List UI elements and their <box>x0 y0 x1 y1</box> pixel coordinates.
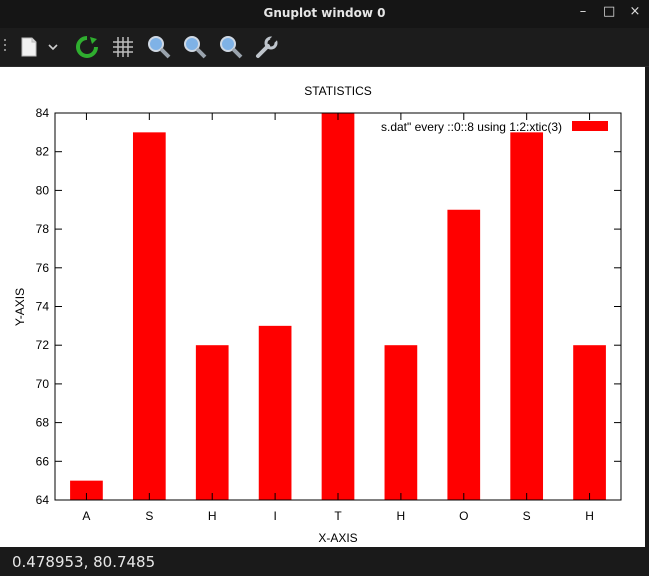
bar-1 <box>132 132 166 500</box>
x-tick-label-4: T <box>334 509 342 523</box>
y-tick-label-7: 78 <box>36 222 50 236</box>
x-tick-label-0: A <box>82 509 90 523</box>
y-tick-label-0: 64 <box>36 493 50 507</box>
y-tick-label-4: 72 <box>36 338 50 352</box>
title-bar: Gnuplot window 0 – □ × <box>0 0 649 28</box>
x-tick-label-6: O <box>459 509 468 523</box>
plot-frame <box>54 112 622 501</box>
bar-0 <box>70 480 103 500</box>
x-tick-label-1: S <box>145 509 153 523</box>
y-tick-label-3: 70 <box>36 377 50 391</box>
zoom-next-icon[interactable] <box>182 34 208 60</box>
y-axis-label: Y-AXIS <box>13 288 27 326</box>
legend-label: s.dat" every ::0::8 using 1:2:xtic(3) <box>381 120 562 134</box>
bar-3 <box>258 325 292 500</box>
zoom-previous-icon[interactable] <box>146 34 172 60</box>
dropdown-icon[interactable] <box>46 34 60 60</box>
copy-clipboard-icon[interactable] <box>16 34 42 60</box>
bar-8 <box>573 345 606 500</box>
right-border <box>645 67 649 547</box>
x-tick-label-5: H <box>397 509 406 523</box>
bar-5 <box>384 345 418 500</box>
x-axis-label: X-AXIS <box>318 531 357 545</box>
bar-chart: STATISTICS 64 66 68 70 72 74 76 78 80 82 84 A S H I T H… <box>13 84 622 545</box>
bar-2 <box>195 345 229 500</box>
toolbar <box>0 28 649 67</box>
chart-title: STATISTICS <box>304 84 372 98</box>
cursor-coordinates: 0.478953, 80.7485 <box>12 553 156 571</box>
grid-icon[interactable] <box>110 34 136 60</box>
x-tick-label-2: H <box>208 509 217 523</box>
plot-area[interactable]: STATISTICS 64 66 68 70 72 74 76 78 80 82 84 A S H I T H… <box>0 67 645 547</box>
y-tick-label-5: 74 <box>36 300 50 314</box>
bar-4 <box>321 113 355 500</box>
status-bar: 0.478953, 80.7485 <box>0 547 649 576</box>
y-tick-label-1: 66 <box>36 454 50 468</box>
y-tick-label-6: 76 <box>36 261 50 275</box>
x-tick-label-7: S <box>523 509 531 523</box>
window-title: Gnuplot window 0 <box>263 6 386 20</box>
y-tick-label-9: 82 <box>36 145 50 159</box>
x-tick-label-8: H <box>585 509 594 523</box>
bar-7 <box>510 132 544 500</box>
legend: s.dat" every ::0::8 using 1:2:xtic(3) <box>381 120 608 134</box>
bar-6 <box>447 209 481 500</box>
y-tick-label-8: 80 <box>36 183 50 197</box>
replot-icon[interactable] <box>74 34 100 60</box>
x-tick-label-3: I <box>273 509 276 523</box>
y-tick-label-2: 68 <box>36 416 50 430</box>
toolbar-handle-icon[interactable] <box>4 39 8 55</box>
close-button[interactable]: × <box>629 4 641 19</box>
autoscale-icon[interactable] <box>218 34 244 60</box>
legend-swatch <box>572 121 608 131</box>
y-tick-label-10: 84 <box>36 106 50 120</box>
maximize-button[interactable]: □ <box>603 4 616 19</box>
options-wrench-icon[interactable] <box>254 34 280 60</box>
minimize-button[interactable]: – <box>579 4 587 19</box>
